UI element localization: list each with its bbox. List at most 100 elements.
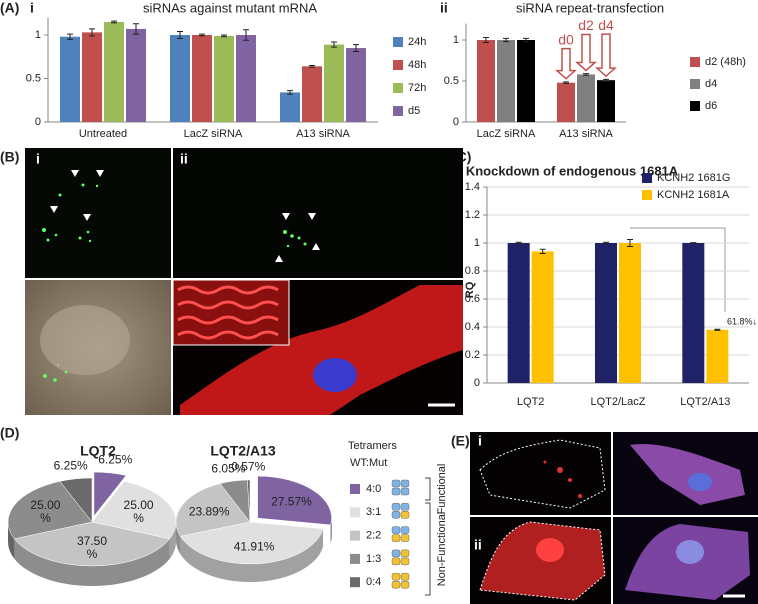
micrograph-b xyxy=(25,148,463,415)
subunit-icon xyxy=(400,549,410,558)
y-tick-label: 1 xyxy=(474,237,480,249)
bar xyxy=(597,80,615,122)
error-bar xyxy=(523,37,529,43)
panel-label: (E) xyxy=(451,433,470,449)
x-tick-label: A13 siRNA xyxy=(559,128,613,140)
error-bar xyxy=(563,81,569,84)
bar xyxy=(577,74,595,122)
subunit-icon xyxy=(391,580,401,589)
error-bar xyxy=(111,20,117,24)
bar xyxy=(170,35,190,122)
error-bar xyxy=(199,33,205,37)
pie-slice xyxy=(257,475,332,526)
bar xyxy=(126,28,146,122)
legend-label: 72h xyxy=(408,82,426,94)
bar xyxy=(236,35,256,122)
panel-label: ii xyxy=(180,151,188,167)
pie-slice-side xyxy=(180,528,324,583)
legend-label: 4:0 xyxy=(366,483,381,495)
legend-swatch xyxy=(642,190,652,200)
legend-label: 48h xyxy=(408,59,426,71)
legend-swatch xyxy=(393,37,403,47)
error-bar xyxy=(309,64,315,68)
y-tick-label: 0.8 xyxy=(465,265,480,277)
legend-swatch xyxy=(350,507,360,518)
subunit-icon xyxy=(400,572,410,581)
legend-swatch xyxy=(690,57,700,67)
panel-label: (D) xyxy=(0,425,19,441)
error-bar xyxy=(603,78,609,82)
legend-swatch xyxy=(350,484,360,494)
error-bar xyxy=(690,242,697,244)
annotation: 61.8%↓ xyxy=(727,316,757,326)
legend-label: d4 xyxy=(705,78,717,90)
subunit-icon xyxy=(391,549,401,558)
y-tick-label: 1 xyxy=(35,29,41,41)
bar xyxy=(346,48,366,122)
subunit-icon xyxy=(400,580,410,589)
legend-title: Tetramers xyxy=(348,440,397,452)
pie-label: 23.89% xyxy=(188,504,230,519)
panel-label: (A) xyxy=(0,0,19,16)
legend-label: d2 (48h) xyxy=(705,56,746,68)
subunit-icon xyxy=(391,526,401,534)
bar xyxy=(557,82,575,122)
error-bar xyxy=(287,90,293,95)
chart-title: siRNA repeat-transfection xyxy=(516,0,664,15)
micrograph-e xyxy=(470,432,758,604)
subunit-icon xyxy=(391,511,401,519)
x-tick-label: LQT2/LacZ xyxy=(590,396,645,408)
x-tick-label: LacZ siRNA xyxy=(477,128,536,140)
x-tick-label: A13 siRNA xyxy=(296,128,350,140)
legend-label: d5 xyxy=(408,105,420,117)
panel-label: ii xyxy=(474,537,482,553)
bar xyxy=(594,243,617,383)
x-tick-label: LQT2/A13 xyxy=(680,396,730,408)
subunit-icon xyxy=(400,503,410,511)
error-bar xyxy=(515,241,522,245)
annotation: d2 xyxy=(578,17,594,33)
y-tick-label: 0.6 xyxy=(465,293,480,305)
subunit-icon xyxy=(391,557,401,566)
bar xyxy=(280,92,300,122)
error-bar xyxy=(602,241,609,245)
pie-slice xyxy=(91,481,177,540)
error-bar xyxy=(353,44,359,53)
bar xyxy=(324,44,344,122)
bar xyxy=(104,21,124,123)
pie-label: 37.50 % xyxy=(76,534,108,562)
pie-label: 6.05% xyxy=(211,461,246,476)
subunit-icon xyxy=(400,526,410,534)
legend-label: 3:1 xyxy=(366,506,381,518)
y-tick-label: 0 xyxy=(35,116,41,128)
bar xyxy=(706,329,729,383)
error-bar xyxy=(627,239,634,247)
legend-label: 0:4 xyxy=(366,576,381,588)
chart-title: Knockdown of endogenous 1681A xyxy=(466,163,679,178)
subunit-icon xyxy=(391,572,401,581)
y-tick-label: 0.2 xyxy=(465,349,480,361)
y-tick-label: 1.4 xyxy=(465,181,480,193)
error-bar xyxy=(89,28,95,37)
legend-swatch xyxy=(690,79,700,89)
bar xyxy=(214,35,234,123)
pie-label: 41.91% xyxy=(233,539,275,554)
bar xyxy=(682,243,705,383)
legend-swatch xyxy=(690,101,700,111)
pie-label: 6.25% xyxy=(53,458,88,473)
legend-label: 24h xyxy=(408,36,426,48)
subunit-icon xyxy=(391,487,401,496)
bar xyxy=(497,40,515,122)
panel-label: i xyxy=(478,433,482,449)
bar xyxy=(619,243,642,383)
legend-label: 1:3 xyxy=(366,553,381,565)
error-bar xyxy=(714,328,721,331)
bar xyxy=(302,66,322,122)
legend-subtitle: WT:Mut xyxy=(350,457,387,469)
panel-label: i xyxy=(36,151,40,167)
chart-title: LQT2 xyxy=(80,443,116,459)
subunit-icon xyxy=(400,534,410,542)
pie-label: 27.57% xyxy=(271,494,312,509)
annotation: d4 xyxy=(598,17,614,33)
legend-label: KCNH2 1681G xyxy=(657,172,730,184)
